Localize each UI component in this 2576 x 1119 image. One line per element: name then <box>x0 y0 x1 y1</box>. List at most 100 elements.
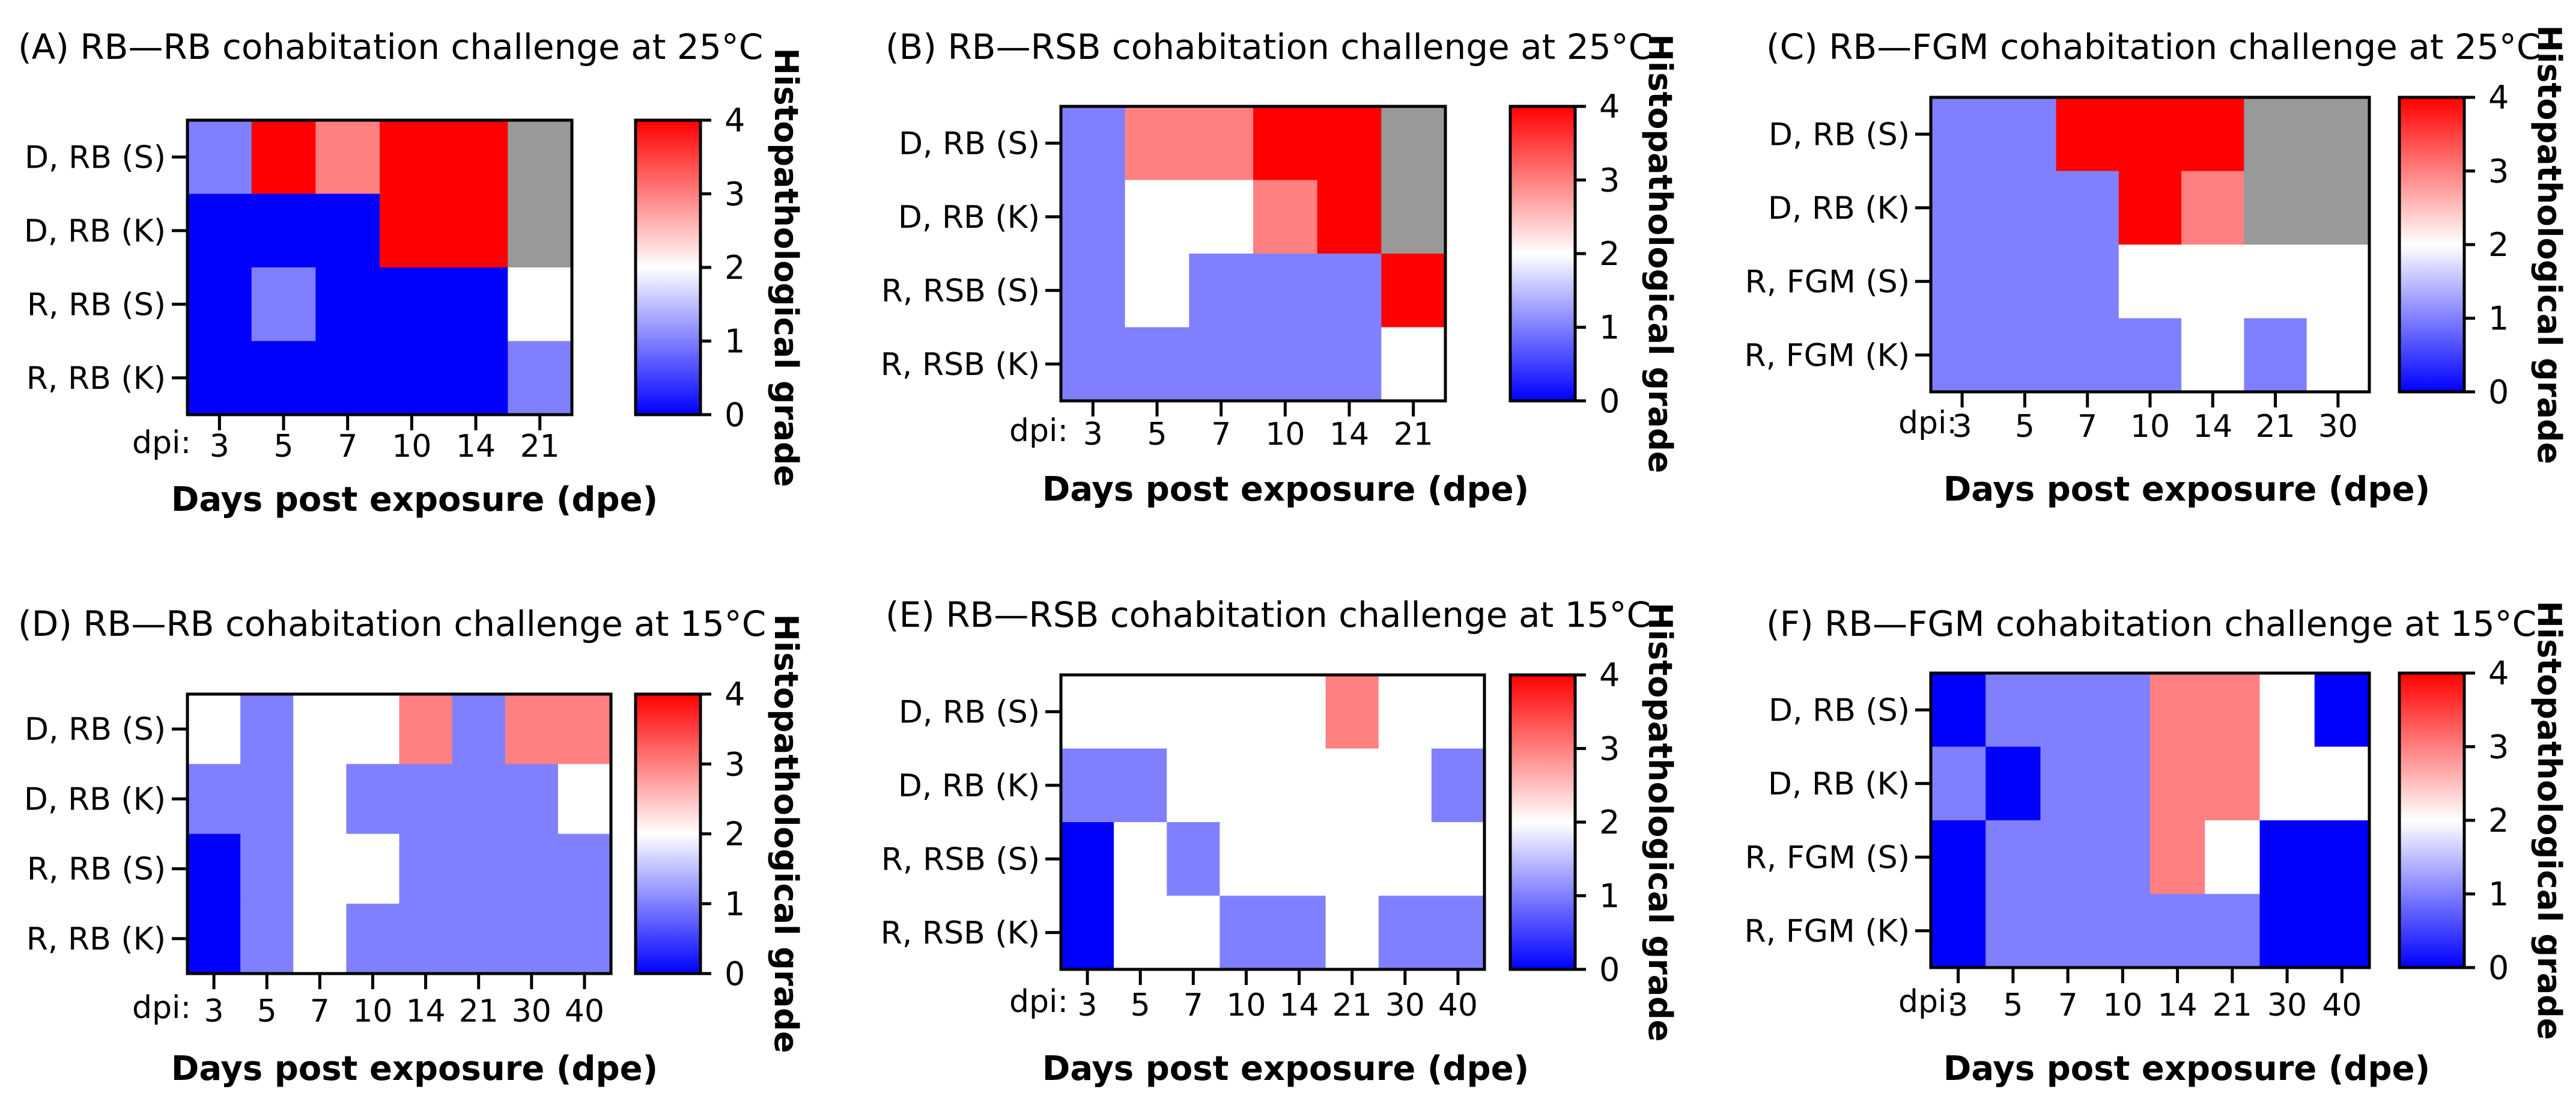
column-label: 5 <box>2015 409 2035 445</box>
column-label: 3 <box>1952 409 1972 445</box>
column-label: 7 <box>2077 409 2097 445</box>
row-label: D, RB (K) <box>898 200 1040 236</box>
plot-frame <box>1059 105 1447 403</box>
x-axis-label: Days post exposure (dpe) <box>1042 470 1529 509</box>
heatmap-cell <box>1325 822 1379 897</box>
colorbar-label: Histopathological grade <box>2530 25 2568 465</box>
colorbar-tick-label: 2 <box>1599 803 1620 841</box>
heatmap-cells <box>1931 97 2370 392</box>
heatmap-cell <box>452 834 506 904</box>
heatmap-cell <box>380 194 445 268</box>
column-label: 21 <box>1332 987 1372 1023</box>
column-label: 5 <box>1147 416 1167 453</box>
heatmap-cell <box>1167 822 1220 897</box>
colorbar-tick-label: 0 <box>2488 949 2509 987</box>
heatmap-cell <box>1317 327 1382 401</box>
panel-title: (F) RB—FGM cohabitation challenge at 15°… <box>1766 603 2536 644</box>
colorbar-tick-label: 0 <box>724 396 745 434</box>
heatmap-cell <box>2306 97 2370 172</box>
panel-c: (C) RB—FGM cohabitation challenge at 25°… <box>1745 25 2568 509</box>
heatmap-cell <box>1220 675 1274 749</box>
colorbar-tick-label: 3 <box>2488 153 2509 191</box>
colorbar-tick-label: 3 <box>1599 162 1620 200</box>
heatmap-cell <box>1931 894 1986 968</box>
heatmap-cell <box>1189 106 1254 181</box>
colorbar-tick-label: 0 <box>724 955 745 993</box>
column-label: 30 <box>2318 409 2358 445</box>
heatmap-cell <box>1317 106 1382 181</box>
colorbar-tick-label: 3 <box>1599 730 1620 768</box>
heatmap-cell <box>1167 675 1220 749</box>
heatmap-cell <box>1993 318 2057 392</box>
heatmap-cell <box>452 694 506 764</box>
heatmap-cell <box>1114 822 1167 897</box>
heatmap-cell <box>315 120 380 195</box>
heatmap-cell <box>251 194 316 268</box>
heatmap-cell <box>1220 895 1274 970</box>
column-label: 3 <box>210 428 229 465</box>
heatmap-cell <box>187 120 252 195</box>
colorbar-label: Histopathological grade <box>2530 601 2568 1040</box>
dpi-label: dpi: <box>1898 984 1957 1020</box>
column-label: 3 <box>1948 987 1968 1023</box>
heatmap-cell <box>2056 97 2119 172</box>
colorbar-tick-label: 2 <box>2488 226 2509 264</box>
colorbar-tick-label: 4 <box>724 675 745 713</box>
row-label: D, RB (S) <box>899 126 1040 162</box>
heatmap-cells <box>187 694 612 974</box>
heatmap-cell <box>1114 895 1167 970</box>
heatmap-cell <box>1272 675 1326 749</box>
heatmap-cell <box>399 764 453 835</box>
heatmap-cells <box>187 120 573 415</box>
heatmap-cell <box>443 120 508 195</box>
heatmap-cell <box>1114 675 1167 749</box>
row-label: D, RB (K) <box>1768 766 1910 802</box>
colorbar-gradient <box>634 118 702 416</box>
heatmap-cell <box>1378 748 1432 823</box>
heatmap-cell <box>2306 245 2370 319</box>
column-label: 3 <box>1078 987 1098 1023</box>
heatmap-cell <box>1125 106 1189 181</box>
heatmap-cell <box>346 834 400 904</box>
heatmap-cell <box>399 903 453 974</box>
heatmap-cell <box>508 194 573 268</box>
heatmap-cell <box>557 764 612 835</box>
column-label: 14 <box>1329 416 1369 453</box>
heatmap-cell <box>2118 97 2182 172</box>
colorbar-label: Histopathological grade <box>1641 34 1679 474</box>
heatmap-cell <box>1381 327 1446 401</box>
colorbar: 0 1 2 3 4 Histopathological grade <box>634 614 805 1053</box>
plot-frame <box>1929 671 2371 969</box>
colorbar-tick-label: 3 <box>724 175 745 213</box>
panel-d: (D) RB—RB cohabitation challenge at 15°C… <box>18 603 805 1088</box>
panel-title: (B) RB—RSB cohabitation challenge at 25°… <box>886 26 1653 67</box>
row-label: R, FGM (S) <box>1745 264 1910 300</box>
heatmap-cell <box>2095 746 2151 821</box>
heatmap-cell <box>557 694 612 764</box>
heatmap-cell <box>251 267 316 342</box>
panel-title: (E) RB—RSB cohabitation challenge at 15°… <box>886 594 1651 635</box>
colorbar-tick-label: 1 <box>724 885 745 923</box>
heatmap-cell <box>251 120 316 195</box>
x-axis-label: Days post exposure (dpe) <box>1943 470 2430 509</box>
colorbar-gradient <box>1508 105 1577 403</box>
heatmap-cell <box>2095 673 2151 748</box>
heatmap-cell <box>2118 245 2182 319</box>
heatmap-cell <box>1220 748 1274 823</box>
heatmap-cell <box>1253 106 1318 181</box>
heatmap-cell <box>1125 327 1189 401</box>
column-label: 30 <box>512 993 551 1029</box>
dpi-label: dpi: <box>1009 984 1068 1020</box>
heatmap-cell <box>1061 180 1126 254</box>
column-label: 7 <box>338 428 357 465</box>
heatmap-cell <box>1931 318 1994 392</box>
heatmap-cell <box>557 834 612 904</box>
row-label: D, RB (S) <box>25 139 166 175</box>
heatmap-cell <box>2056 245 2119 319</box>
panel-title: (A) RB—RB cohabitation challenge at 25°C <box>18 26 763 67</box>
column-label: 3 <box>1083 416 1103 453</box>
heatmap-cell <box>1167 748 1220 823</box>
heatmap-cell <box>293 903 347 974</box>
heatmap-cell <box>443 194 508 268</box>
